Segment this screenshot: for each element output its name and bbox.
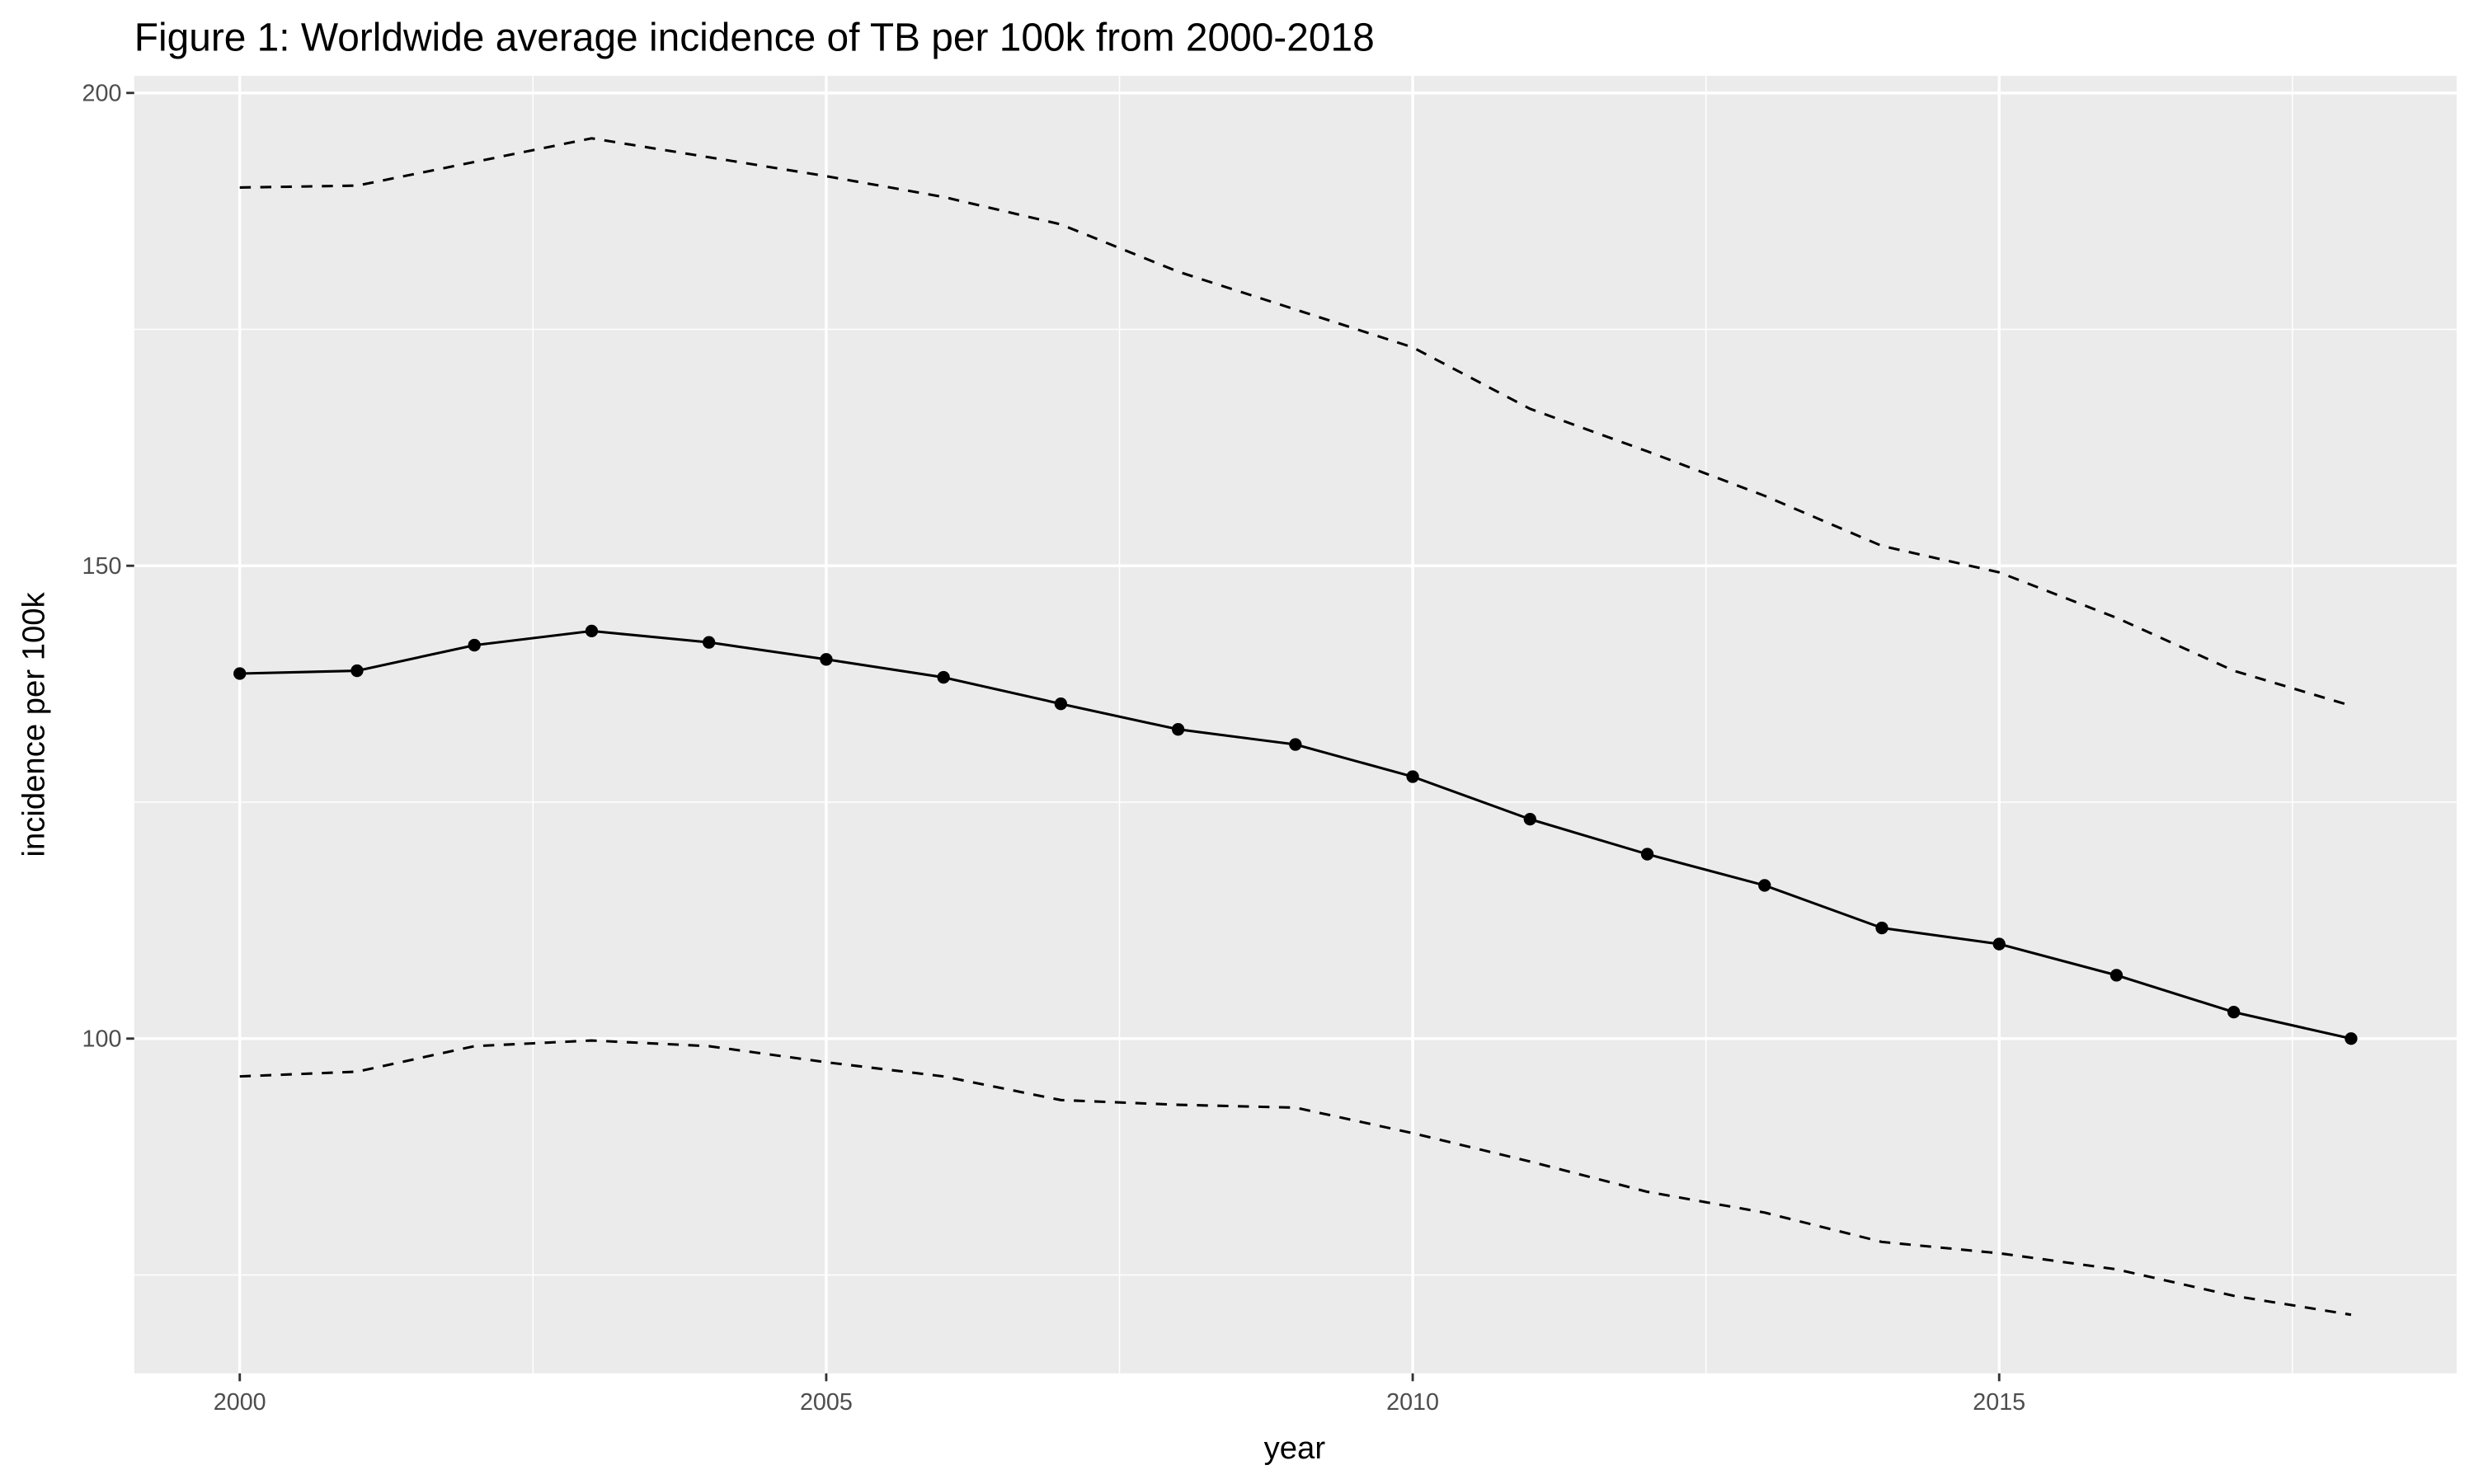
point xyxy=(233,667,247,680)
point xyxy=(1992,937,2006,951)
x-tick-label: 2000 xyxy=(214,1389,266,1416)
series-line xyxy=(239,137,2352,707)
point xyxy=(468,638,481,652)
x-tick-label: 2015 xyxy=(1973,1389,2025,1416)
point xyxy=(350,664,364,678)
panel xyxy=(134,76,2457,1374)
x-tick-label: 2005 xyxy=(800,1389,853,1416)
x-tick-label: 2010 xyxy=(1386,1389,1439,1416)
y-tick-label: 200 xyxy=(82,80,122,106)
point xyxy=(1289,738,1302,751)
point xyxy=(1640,848,1654,861)
point xyxy=(2109,969,2124,982)
marks xyxy=(233,137,2358,1317)
point xyxy=(1054,697,1068,711)
point xyxy=(937,670,950,684)
point xyxy=(1875,921,1888,935)
point xyxy=(585,624,599,638)
y-tick-label: 150 xyxy=(82,553,122,580)
point xyxy=(1171,723,1185,736)
series-line xyxy=(239,1039,2352,1317)
x-axis-title: year xyxy=(1264,1430,1326,1466)
point xyxy=(2227,1005,2241,1019)
point xyxy=(1758,879,1771,892)
grid xyxy=(134,76,2457,1374)
point xyxy=(703,636,716,649)
y-axis-title: incidence per 100k xyxy=(16,591,52,857)
point xyxy=(1406,770,1419,783)
y-tick-label: 100 xyxy=(82,1026,122,1052)
point xyxy=(2345,1032,2358,1045)
point xyxy=(820,653,833,666)
point xyxy=(1523,812,1536,826)
chart-title: Figure 1: Worldwide average incidence of… xyxy=(134,16,1375,59)
